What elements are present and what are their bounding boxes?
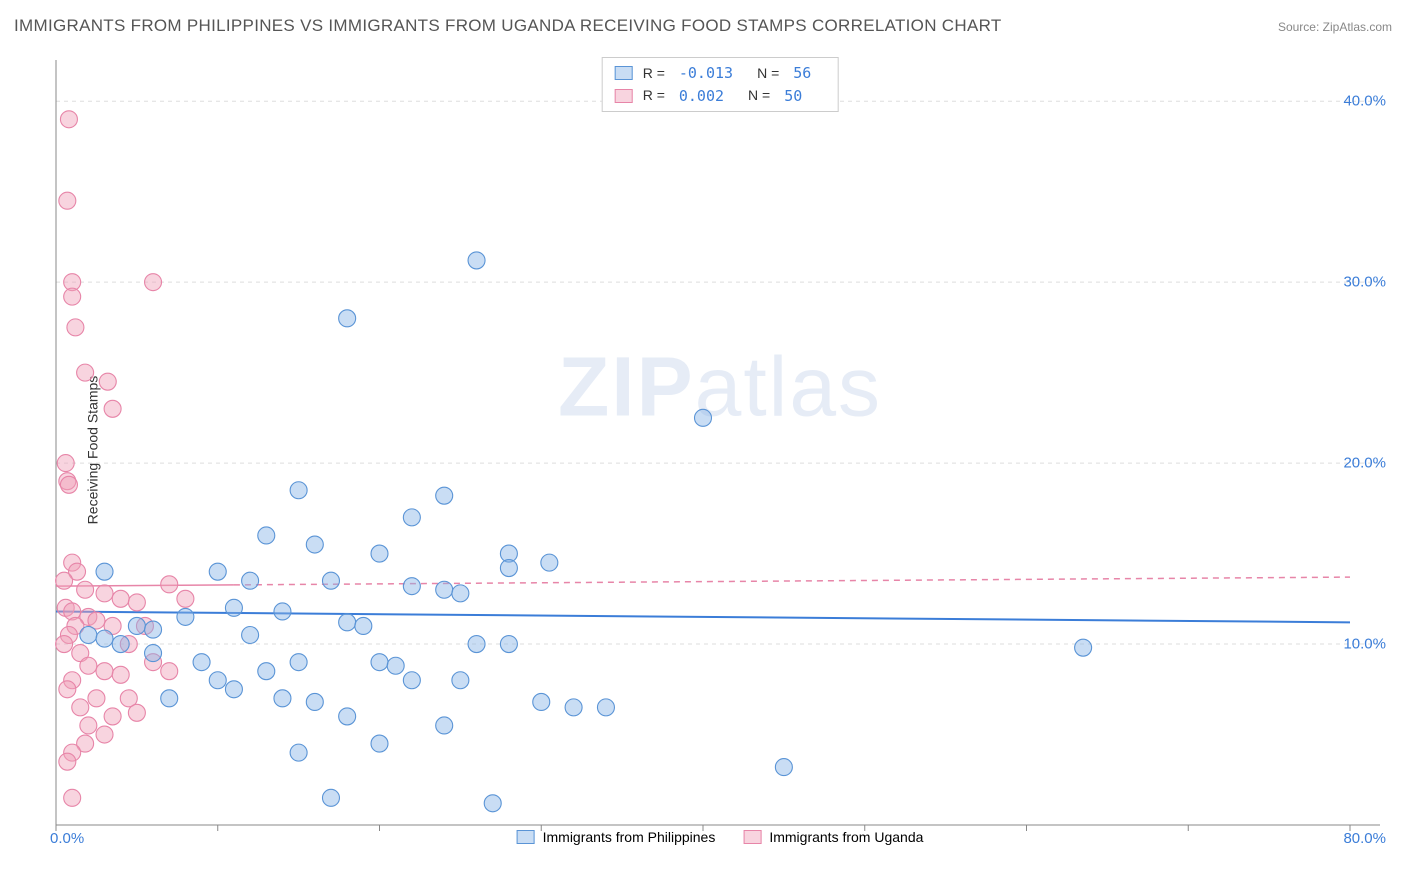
- stats-legend: R = -0.013 N = 56 R = 0.002 N = 50: [602, 57, 839, 112]
- swatch-uganda: [743, 830, 761, 844]
- legend-label: Immigrants from Uganda: [769, 829, 923, 845]
- chart-area: Receiving Food Stamps ZIPatlas R = -0.01…: [50, 55, 1390, 845]
- x-tick-label: 80.0%: [1343, 830, 1386, 847]
- stat-n-val-1: 56: [793, 62, 811, 85]
- title-bar: IMMIGRANTS FROM PHILIPPINES VS IMMIGRANT…: [14, 16, 1392, 36]
- stat-r-val-2: 0.002: [679, 85, 724, 108]
- stat-r-val-1: -0.013: [679, 62, 733, 85]
- y-tick-label: 40.0%: [1343, 93, 1386, 110]
- legend-item-philippines: Immigrants from Philippines: [517, 829, 716, 845]
- swatch-uganda: [615, 89, 633, 103]
- chart-title: IMMIGRANTS FROM PHILIPPINES VS IMMIGRANT…: [14, 16, 1002, 36]
- stat-n-label: N =: [748, 85, 770, 106]
- swatch-philippines: [615, 66, 633, 80]
- stat-n-label: N =: [757, 63, 779, 84]
- source-label: Source: ZipAtlas.com: [1278, 20, 1392, 34]
- legend-row: R = 0.002 N = 50: [615, 85, 826, 108]
- y-tick-label: 20.0%: [1343, 455, 1386, 472]
- swatch-philippines: [517, 830, 535, 844]
- y-tick-label: 10.0%: [1343, 636, 1386, 653]
- stat-r-label: R =: [643, 85, 665, 106]
- scatter-plot: [50, 55, 1390, 845]
- stat-r-label: R =: [643, 63, 665, 84]
- legend-item-uganda: Immigrants from Uganda: [743, 829, 923, 845]
- stat-n-val-2: 50: [784, 85, 802, 108]
- x-tick-label: 0.0%: [50, 830, 84, 847]
- legend-label: Immigrants from Philippines: [543, 829, 716, 845]
- series-legend: Immigrants from Philippines Immigrants f…: [517, 829, 924, 845]
- legend-row: R = -0.013 N = 56: [615, 62, 826, 85]
- y-tick-label: 30.0%: [1343, 274, 1386, 291]
